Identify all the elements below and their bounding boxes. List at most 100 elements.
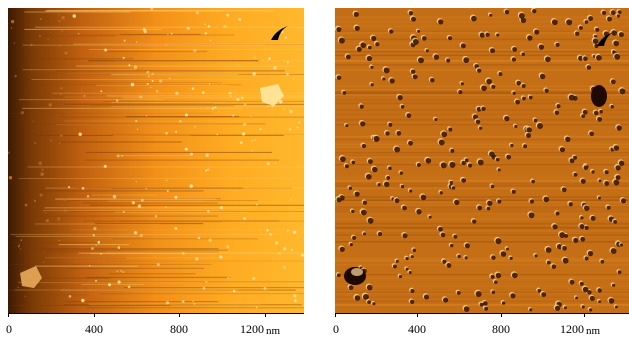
- afm-a-background: [8, 8, 304, 313]
- afm-a-particle: [214, 106, 217, 109]
- afm-a-particle: [123, 39, 126, 42]
- afm-b-pit: [410, 69, 416, 74]
- afm-a-particle: [49, 139, 53, 142]
- afm-b-pit: [392, 264, 397, 269]
- afm-b-pit: [422, 36, 427, 41]
- afm-a-particle: [204, 23, 206, 26]
- afm-b-pit: [491, 84, 496, 89]
- afm-b-pit: [389, 29, 394, 34]
- afm-b-pit: [464, 243, 470, 249]
- afm-b-pit: [581, 114, 586, 118]
- afm-b-pit: [580, 216, 584, 220]
- x-axis-b-tick-label: 1200: [560, 322, 584, 336]
- afm-b-pit: [606, 205, 611, 210]
- afm-b-pit: [438, 226, 443, 232]
- afm-a-particle: [17, 286, 19, 289]
- afm-b-pit: [395, 259, 399, 263]
- afm-a-particle: [208, 83, 211, 85]
- afm-b-pit: [587, 250, 594, 257]
- afm-a-particle: [33, 199, 37, 203]
- afm-a-particle: [83, 95, 86, 97]
- afm-b-pit: [479, 32, 485, 38]
- afm-b-pit: [590, 215, 596, 221]
- afm-b-pit: [489, 151, 495, 157]
- afm-a-particle: [207, 210, 210, 213]
- afm-b-pit: [616, 125, 622, 131]
- afm-a-particle: [252, 72, 256, 76]
- afm-a-particle: [8, 176, 13, 180]
- afm-b-pit: [433, 54, 440, 60]
- afm-b-pit: [583, 56, 588, 61]
- afm-b-pit: [598, 179, 602, 183]
- afm-a-particle: [252, 276, 256, 280]
- afm-a-particle: [230, 95, 233, 98]
- afm-a-particle: [112, 194, 117, 199]
- afm-b-pit: [537, 288, 542, 293]
- afm-a-defect-left: [20, 266, 42, 288]
- afm-b-pit: [475, 119, 481, 125]
- afm-b-pit: [589, 131, 594, 137]
- afm-b-pit: [562, 245, 567, 251]
- afm-b-pit: [345, 124, 349, 128]
- afm-a-particle: [238, 18, 242, 21]
- afm-a-particle: [135, 120, 138, 123]
- afm-b-pit: [443, 297, 449, 303]
- afm-b-pit: [425, 157, 432, 164]
- afm-b-pit: [336, 75, 342, 80]
- afm-b-pit: [504, 115, 510, 122]
- afm-a-particle: [151, 80, 154, 83]
- afm-b-pit: [497, 199, 502, 204]
- afm-b-pit: [336, 273, 341, 278]
- afm-b-pit: [568, 94, 575, 101]
- afm-b-pit: [453, 234, 458, 239]
- afm-b-pit: [450, 243, 454, 248]
- afm-a-particle: [231, 114, 235, 117]
- afm-a-particle: [266, 162, 270, 166]
- afm-b-pit: [434, 117, 438, 122]
- afm-a-particle: [189, 184, 194, 188]
- afm-b-pit: [336, 26, 342, 33]
- afm-b-pit: [521, 52, 525, 57]
- afm-a-particle: [116, 99, 119, 102]
- afm-b-pit: [526, 133, 531, 138]
- afm-b-pit: [617, 10, 622, 15]
- afm-a-particle: [42, 261, 45, 264]
- afm-b-pit: [490, 184, 495, 189]
- afm-a-particle: [226, 245, 230, 249]
- afm-a-particle: [255, 306, 258, 309]
- afm-a-particle: [127, 285, 131, 289]
- afm-a-particle: [14, 74, 17, 78]
- afm-a-particle: [142, 27, 146, 31]
- afm-a-particle: [167, 33, 169, 36]
- afm-a-particle: [166, 179, 168, 182]
- afm-b-pit: [541, 292, 547, 298]
- afm-a-particle: [286, 61, 289, 64]
- afm-b-pit: [344, 164, 349, 169]
- afm-b-pit: [342, 91, 347, 95]
- afm-b-pit: [490, 48, 495, 54]
- afm-a-particle: [182, 252, 185, 255]
- afm-a-particle: [145, 187, 147, 190]
- afm-a-particle: [255, 203, 258, 206]
- afm-a-particle: [128, 64, 131, 67]
- afm-a-particle: [58, 99, 60, 101]
- afm-a-particle: [48, 103, 52, 107]
- afm-b-pit: [593, 110, 599, 116]
- afm-b-pit: [377, 232, 383, 237]
- afm-b-pit: [561, 187, 567, 193]
- afm-a-particle: [211, 107, 215, 110]
- afm-a-particle: [103, 164, 107, 168]
- afm-a-particle: [97, 240, 101, 244]
- afm-b-pit: [405, 267, 409, 271]
- afm-b-pit: [494, 280, 498, 284]
- afm-b-pit: [578, 25, 583, 30]
- afm-b-pit: [612, 283, 616, 287]
- afm-b-pit: [595, 27, 600, 32]
- afm-a-particle: [100, 253, 102, 255]
- afm-a-particle: [197, 236, 201, 240]
- afm-a-particle: [108, 283, 112, 287]
- x-axis-a-unit: nm: [266, 325, 281, 337]
- afm-a-particle: [267, 105, 269, 108]
- afm-b-pit: [528, 212, 535, 219]
- afm-a-particle: [271, 105, 274, 108]
